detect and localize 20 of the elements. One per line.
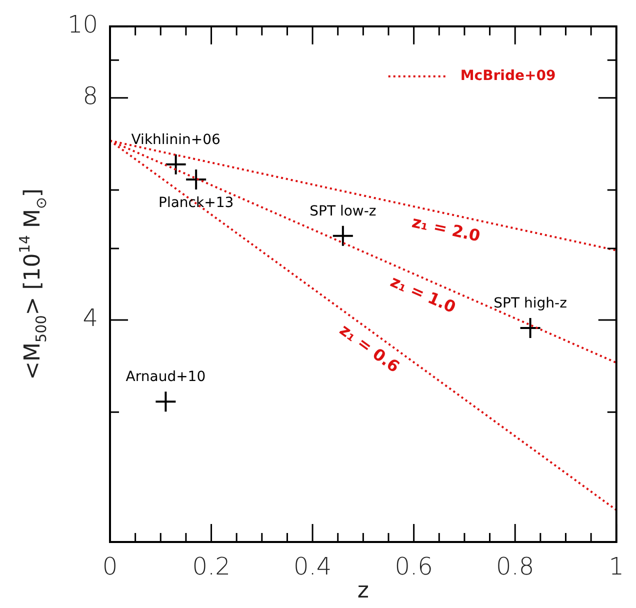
y-tick-label: 4 xyxy=(82,304,98,332)
annotation: z₁ = 1.0 xyxy=(388,272,459,317)
x-tick-label: 1 xyxy=(608,552,624,581)
y-axis-title: <M500> [1014 M⊙] xyxy=(17,188,50,380)
annotation: SPT low-z xyxy=(310,204,376,220)
x-axis-title: z xyxy=(357,578,369,604)
annotation: z₁ = 0.6 xyxy=(336,320,404,376)
x-tick-label: 0.8 xyxy=(496,552,534,581)
annotation: Arnaud+10 xyxy=(126,369,206,386)
x-tick-label: 0.4 xyxy=(293,552,332,581)
x-tick-label: 0.2 xyxy=(192,552,230,581)
annotation: z₁ = 2.0 xyxy=(410,212,482,246)
y-tick-label: 8 xyxy=(82,82,98,110)
x-tick-label: 0 xyxy=(102,552,118,581)
annotation: Planck+13 xyxy=(158,195,234,212)
legend-label: McBride+09 xyxy=(460,68,556,84)
annotation: SPT high-z xyxy=(494,296,567,312)
x-tick-label: 0.6 xyxy=(394,552,433,581)
annotation: Vikhlinin+06 xyxy=(131,132,220,148)
y-tick-label: 10 xyxy=(67,10,98,39)
